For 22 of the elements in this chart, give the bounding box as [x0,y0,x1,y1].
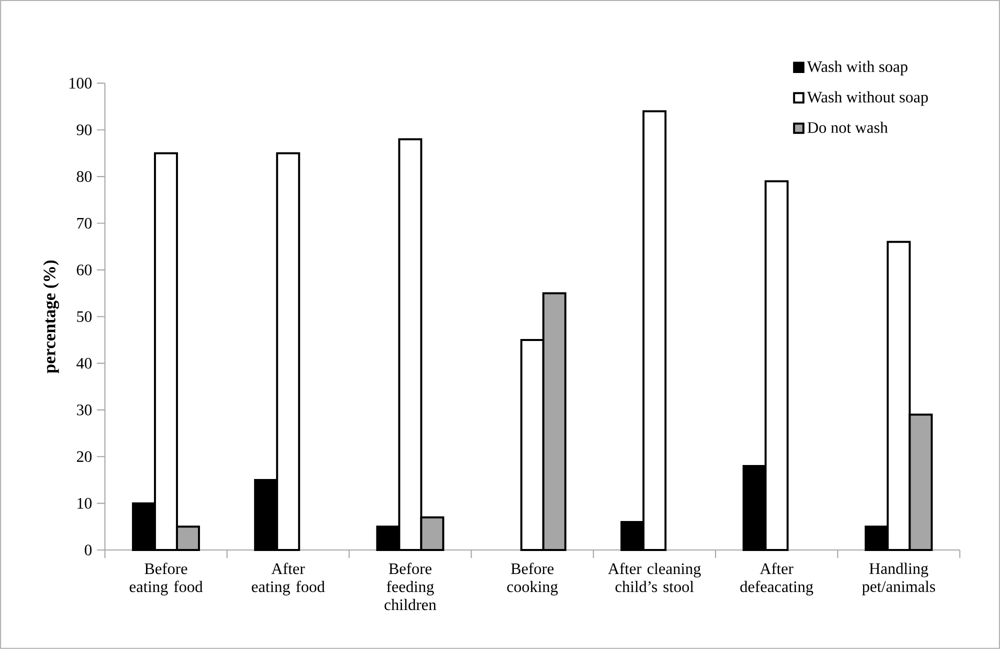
x-tick-label: Before eating food [130,562,203,596]
legend-label: Wash without soap [807,91,928,106]
x-tick-label: Before feeding children [384,562,436,610]
y-tick-label: 10 [78,498,92,509]
y-tick-label: 20 [76,451,92,462]
x-tick-label: After defeacating [740,562,814,596]
y-tick-label: 60 [76,264,92,276]
y-tick-label: 0 [84,544,92,556]
x-tick-label: After eating food [252,562,325,596]
y-tick-label: 90 [76,124,92,136]
x-tick-label: Before cooking [507,562,558,596]
y-tick-label: 30 [76,404,92,416]
legend-label: Do not wash [808,122,888,133]
y-tick-label: 70 [77,218,92,229]
y-tick-label: 50 [77,311,92,322]
y-tick-label: 80 [76,171,92,182]
y-tick-label: 100 [70,78,92,89]
y-tick-label: 40 [76,358,92,369]
y-axis-title: percentage (%) [43,260,60,374]
x-tick-label: After cleaning child’s stool [608,562,701,592]
x-tick-label: Handling pet/animals [862,562,936,596]
legend-label: Wash with soap [807,60,908,76]
